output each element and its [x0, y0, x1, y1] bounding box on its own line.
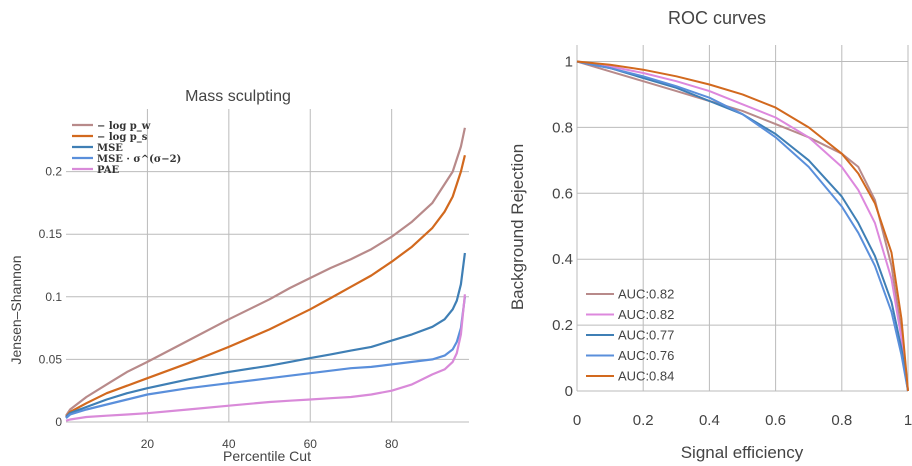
left-series-group [65, 127, 466, 422]
right-grid [576, 45, 909, 392]
right-x-tick-label: 0.8 [831, 412, 852, 429]
left-legend-label: MSE [97, 143, 123, 154]
left-tick-labels: 20 40 60 80 0 0.05 0.1 0.15 0.2 [39, 165, 399, 451]
right-y-tick-label: 0.2 [552, 317, 573, 334]
left-x-tick-label: 80 [385, 437, 399, 451]
left-grid [66, 109, 469, 423]
right-series-line-2 [576, 60, 909, 392]
right-series-line-4 [576, 60, 909, 392]
right-x-tick-label: 1 [904, 412, 912, 429]
left-y-tick-label: 0.1 [45, 290, 62, 304]
right-x-axis-label: Signal efficiency [681, 443, 804, 462]
left-y-tick-label: 0 [55, 415, 62, 429]
left-x-tick-label: 20 [141, 437, 155, 451]
right-legend-label: AUC:0.84 [618, 369, 674, 384]
left-series-line-3 [65, 296, 466, 420]
left-x-axis-label: Percentile Cut [223, 448, 311, 464]
right-chart-title: ROC curves [668, 8, 766, 28]
roc-curves-chart: ROC curves 0 0.2 0.4 0.6 0.8 100.20.40.60.81 … [508, 8, 912, 462]
right-tick-labels: 0 0.2 0.4 0.6 0.8 1 0 0.2 0.4 0.6 0.8 1 [552, 53, 912, 429]
left-series-line-4 [65, 294, 466, 422]
left-x-tick-label: 40 [222, 437, 236, 451]
left-legend-label: PAE [97, 165, 120, 176]
right-x-tick-label: 0.4 [699, 412, 720, 429]
right-series-line-3 [576, 60, 909, 392]
left-series-line-2 [65, 252, 466, 418]
right-x-tick-label: 0.2 [633, 412, 654, 429]
left-y-axis-label: Jensen–Shannon [8, 256, 24, 365]
right-x-tick-label: 0 [573, 412, 581, 429]
left-x-tick-label: 60 [304, 437, 318, 451]
right-series-group [576, 60, 909, 392]
right-legend-label: AUC:0.76 [618, 348, 674, 363]
right-y-tick-label: 1 [565, 53, 573, 70]
right-y-tick-label: 0.4 [552, 251, 573, 268]
right-legend-label: AUC:0.82 [618, 287, 674, 302]
right-legend: AUC:0.82 AUC:0.82 AUC:0.77 AUC:0.76 AUC:0.84 [586, 287, 674, 384]
left-y-tick-label: 0.2 [45, 165, 62, 179]
left-series-line-1 [65, 155, 466, 418]
left-y-tick-label: 0.15 [39, 227, 63, 241]
right-series-line-0 [576, 60, 909, 392]
right-legend-label: AUC:0.82 [618, 307, 674, 322]
mass-sculpting-chart: Mass sculpting 20 40 60 80 0 0.05 0.1 0.15 0.2 −… [8, 88, 469, 464]
left-legend-label: − log p_w [97, 121, 151, 132]
right-series-line-1 [576, 60, 909, 392]
left-legend-label: − log p_s [97, 132, 148, 143]
left-chart-title: Mass sculpting [185, 88, 291, 105]
right-y-tick-label: 0.8 [552, 119, 573, 136]
right-legend-label: AUC:0.77 [618, 328, 674, 343]
right-y-tick-label: 0.6 [552, 185, 573, 202]
left-legend-label: MSE · σ^(σ−2) [97, 154, 181, 165]
right-y-axis-label: Background Rejection [508, 144, 527, 310]
left-series-line-0 [65, 127, 466, 417]
left-y-tick-label: 0.05 [39, 352, 63, 366]
right-x-tick-label: 0.6 [765, 412, 786, 429]
right-y-tick-label: 0 [565, 383, 573, 400]
